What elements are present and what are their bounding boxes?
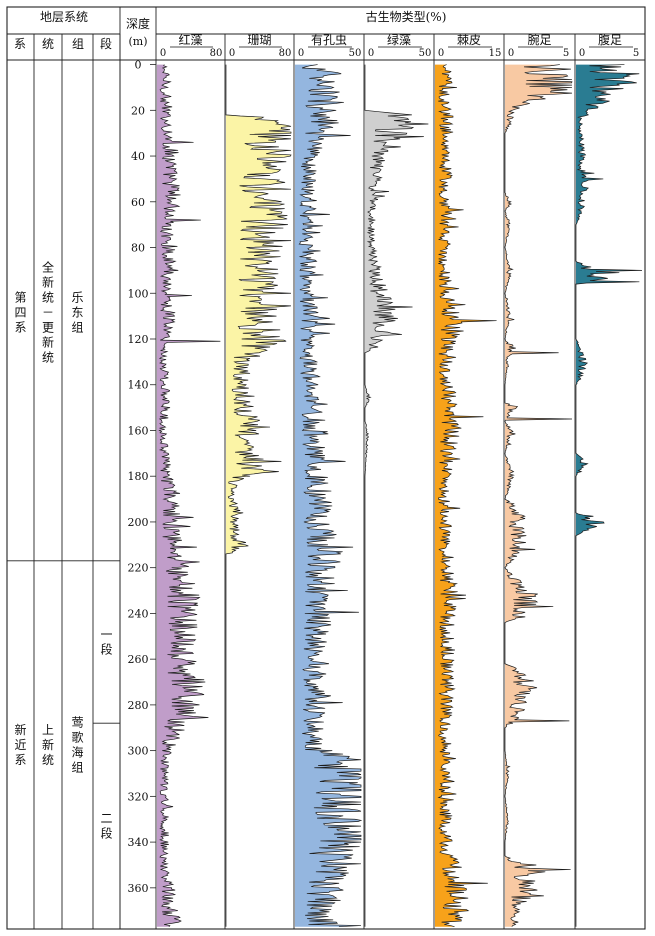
series-tick-max: 50 bbox=[349, 48, 362, 59]
strat-label-formation: 乐东组 bbox=[71, 291, 83, 335]
depth-unit-label: (m) bbox=[128, 35, 147, 48]
area-hongzao bbox=[157, 64, 221, 927]
series-tick-min: 0 bbox=[508, 48, 514, 59]
depth-tick-label: 220 bbox=[128, 562, 149, 575]
depth-tick-label: 260 bbox=[128, 653, 149, 666]
series-label-wanzu: 腕足 bbox=[527, 32, 551, 47]
depth-tick-label: 280 bbox=[128, 699, 149, 712]
area-wanzu bbox=[505, 64, 572, 927]
profile-jipi bbox=[437, 64, 497, 928]
strat-system-header: 地层系统 bbox=[40, 10, 88, 24]
table-grid bbox=[6, 6, 646, 930]
strat-label-member: 二段 bbox=[100, 812, 112, 841]
profile-lvzao bbox=[364, 64, 429, 927]
area-youkongchong bbox=[295, 64, 361, 927]
series-tick-max: 80 bbox=[210, 48, 223, 59]
column-header-member: 段 bbox=[100, 36, 112, 51]
depth-tick-label: 20 bbox=[131, 104, 145, 117]
series-tick-min: 0 bbox=[579, 48, 585, 59]
depth-tick-label: 320 bbox=[128, 790, 149, 803]
series-label-shanhu: 珊瑚 bbox=[247, 32, 271, 47]
depth-label: 深度 bbox=[126, 16, 150, 31]
depth-tick-label: 60 bbox=[131, 196, 145, 209]
depth-tick-label: 200 bbox=[128, 516, 149, 529]
series-label-lvzao: 绿藻 bbox=[387, 32, 411, 47]
area-fuzu bbox=[576, 64, 642, 927]
series-tick-min: 0 bbox=[298, 48, 304, 59]
panel-wanzu: 腕足 0 5 bbox=[504, 32, 573, 927]
strat-label-system: 新近系 bbox=[14, 722, 26, 767]
strat-label-series: 全新统－更新统 bbox=[42, 260, 54, 365]
area-shanhu bbox=[226, 64, 291, 927]
depth-tick-label: 300 bbox=[128, 745, 149, 758]
depth-tick-label: 100 bbox=[128, 287, 149, 300]
panel-hongzao: 红藻 0 80 bbox=[157, 32, 222, 927]
outer-frame bbox=[6, 6, 646, 930]
column-header-formation: 组 bbox=[72, 37, 84, 51]
profile-fuzu bbox=[575, 64, 643, 927]
series-tick-max: 80 bbox=[279, 48, 292, 59]
strat-label-formation: 莺歌海组 bbox=[71, 715, 83, 774]
area-jipi bbox=[435, 64, 497, 927]
series-label-youkongchong: 有孔虫 bbox=[311, 33, 347, 47]
column-header-series: 统 bbox=[42, 37, 54, 51]
column-header-system: 系 bbox=[14, 37, 26, 51]
series-tick-max: 5 bbox=[563, 48, 569, 59]
series-tick-min: 0 bbox=[160, 48, 166, 59]
series-label-jipi: 棘皮 bbox=[457, 33, 481, 47]
panel-youkongchong: 有孔虫 0 50 bbox=[295, 33, 363, 928]
series-tick-max: 5 bbox=[633, 48, 639, 59]
depth-tick-label: 120 bbox=[128, 333, 149, 346]
panel-jipi: 棘皮 0 15 bbox=[435, 33, 502, 928]
depth-tick-label: 340 bbox=[128, 836, 149, 849]
strat-label-system: 第四系 bbox=[14, 291, 26, 335]
depth-axis: 0 20 40 60 80 100 120 140 160 180 200 220 240 260 280 3… bbox=[128, 59, 156, 895]
depth-tick-label: 180 bbox=[128, 470, 149, 483]
profile-wanzu bbox=[504, 64, 573, 927]
strat-label-series: 上新统 bbox=[42, 723, 54, 767]
header-labels: 地层系统 系 统 组 段 深度 (m) 古生物类型(%) bbox=[14, 9, 446, 51]
series-tick-min: 0 bbox=[229, 48, 235, 59]
series-tick-min: 0 bbox=[368, 48, 374, 59]
panel-lvzao: 绿藻 0 50 bbox=[364, 32, 432, 927]
depth-tick-label: 40 bbox=[131, 150, 145, 163]
depth-tick-label: 140 bbox=[128, 379, 149, 392]
profile-youkongchong bbox=[298, 64, 363, 928]
depth-tick-label: 160 bbox=[128, 424, 149, 437]
depth-tick-label: 80 bbox=[131, 242, 145, 255]
series-tick-max: 15 bbox=[489, 48, 502, 59]
fossil-type-title: 古生物类型(%) bbox=[366, 9, 447, 24]
panel-shanhu: 珊瑚 0 80 bbox=[225, 32, 292, 927]
profile-shanhu bbox=[225, 64, 292, 927]
series-tick-max: 50 bbox=[419, 48, 432, 59]
series-label-fuzu: 腹足 bbox=[598, 33, 622, 47]
depth-tick-label: 0 bbox=[135, 59, 142, 72]
series-tick-min: 0 bbox=[438, 48, 444, 59]
depth-tick-label: 360 bbox=[128, 882, 149, 895]
panel-fuzu: 腹足 0 5 bbox=[575, 33, 643, 927]
depth-tick-label: 240 bbox=[128, 607, 149, 620]
series-label-hongzao: 红藻 bbox=[178, 32, 202, 47]
profile-hongzao bbox=[158, 64, 221, 927]
strat-label-member: 一段 bbox=[100, 628, 112, 657]
area-lvzao bbox=[365, 64, 429, 927]
